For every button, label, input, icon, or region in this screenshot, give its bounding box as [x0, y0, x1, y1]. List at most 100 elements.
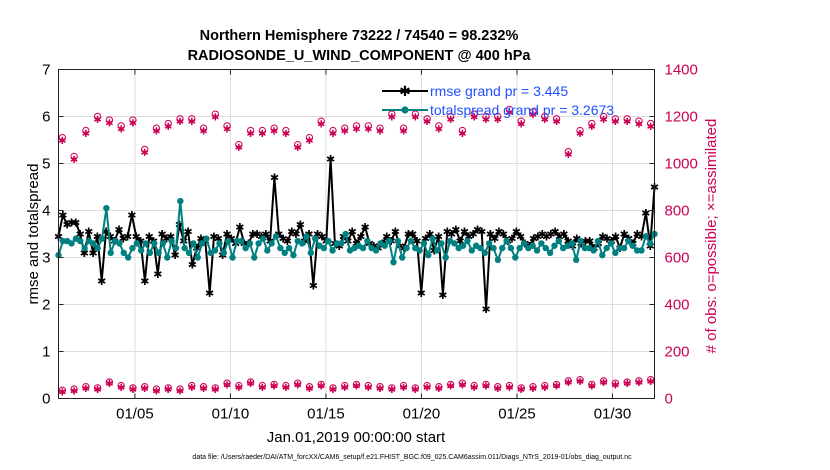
- totalspread-point: [172, 244, 180, 252]
- totalspread-point: [164, 254, 171, 261]
- data-file-footer: data file: /Users/raeder/DAI/ATM_forcXX/…: [192, 454, 632, 461]
- obs-assimilated-marker: ✱: [105, 118, 113, 129]
- rmse-point: ✱: [97, 275, 106, 288]
- obs-possible-marker: [552, 380, 561, 389]
- obs-possible-marker: [399, 381, 408, 390]
- rmse-point: ✱: [559, 228, 568, 241]
- obs-possible-marker: [117, 381, 125, 390]
- totalspread-point: [151, 240, 158, 247]
- obs-possible-marker: [423, 381, 431, 390]
- obs-assimilated-marker: ✱: [635, 120, 643, 131]
- obs-possible-marker: [599, 377, 608, 385]
- obs-assimilated-marker: ✱: [188, 117, 196, 128]
- y-tick-label-right: 0: [665, 391, 673, 408]
- rmse-point: ✱: [80, 247, 89, 260]
- obs-assimilated-marker: ✱: [446, 115, 454, 126]
- rmse-point: ✱: [313, 228, 322, 241]
- totalspread-point: [638, 247, 645, 254]
- totalspread-point: [620, 244, 628, 252]
- obs-possible-marker: [58, 386, 67, 394]
- obs-possible-marker: [199, 124, 208, 132]
- obs-assimilated-marker: ✱: [517, 385, 525, 396]
- chart-title-line2: RADIOSONDE_U_WIND_COMPONENT @ 400 hPa: [188, 48, 532, 64]
- rmse-point: ✱: [196, 233, 205, 246]
- obs-possible-marker: [140, 383, 149, 391]
- obs-possible-marker: [646, 376, 655, 384]
- totalspread-point: [329, 247, 336, 254]
- obs-possible-marker: [376, 124, 384, 132]
- y-tick-label-left: 3: [42, 250, 50, 267]
- totalspread-point: [98, 235, 106, 242]
- rmse-point: ✱: [317, 230, 326, 243]
- x-tick-label: 01/20: [403, 406, 441, 423]
- y-tick-label-left: 7: [42, 62, 50, 79]
- rmse-point: ✱: [209, 230, 218, 243]
- obs-possible-marker: [235, 381, 243, 390]
- obs-assimilated-marker: ✱: [364, 383, 372, 394]
- totalspread-point: [137, 247, 145, 254]
- totalspread-point: [551, 242, 558, 249]
- obs-assimilated-marker: ✱: [411, 385, 419, 396]
- x-tick-label: 01/05: [116, 406, 154, 423]
- rmse-point: ✱: [270, 172, 279, 185]
- obs-assimilated-marker: ✱: [611, 380, 619, 391]
- obs-assimilated-marker: ✱: [623, 117, 631, 128]
- obs-assimilated-marker: ✱: [423, 383, 431, 394]
- rmse-point: ✱: [477, 226, 486, 239]
- rmse-point: ✱: [162, 233, 171, 246]
- obs-possible-marker: [93, 384, 102, 392]
- rmse-point: ✱: [278, 233, 287, 246]
- totalspread-point: [311, 235, 319, 242]
- obs-assimilated-marker: ✱: [152, 386, 160, 397]
- y-axis-label-right: # of obs: o=possible; ×=assimilated: [703, 119, 720, 354]
- totalspread-point: [390, 259, 397, 266]
- totalspread-point: [194, 254, 201, 261]
- totalspread-point: [142, 240, 149, 247]
- obs-possible-marker: [576, 376, 584, 384]
- plot-area: [58, 69, 655, 399]
- totalspread-point: [442, 254, 449, 261]
- obs-assimilated-marker: ✱: [352, 382, 360, 393]
- obs-assimilated-marker: ✱: [211, 385, 219, 396]
- rmse-point: ✱: [598, 230, 607, 243]
- obs-possible-marker: [635, 377, 643, 385]
- totalspread-point: [146, 249, 154, 256]
- obs-assimilated-marker: ✱: [176, 117, 184, 128]
- totalspread-point: [198, 240, 206, 247]
- totalspread-point: [512, 254, 519, 261]
- rmse-point: ✱: [516, 230, 525, 243]
- rmse-point: ✱: [408, 228, 417, 241]
- obs-assimilated-marker: ✱: [329, 385, 337, 396]
- rmse-point: ✱: [153, 268, 162, 281]
- rmse-point: ✱: [227, 233, 236, 246]
- rmse-point: ✱: [205, 287, 214, 300]
- obs-possible-marker: [140, 145, 149, 154]
- obs-assimilated-marker: ✱: [82, 384, 90, 395]
- totalspread-point: [416, 247, 423, 254]
- obs-assimilated-marker: ✱: [564, 378, 572, 389]
- obs-possible-marker: [305, 383, 314, 391]
- totalspread-point: [264, 247, 271, 254]
- chart-title-line1: Northern Hemisphere 73222 / 74540 = 98.2…: [200, 28, 519, 44]
- rmse-point: ✱: [460, 226, 469, 239]
- obs-possible-marker: [458, 126, 467, 135]
- obs-assimilated-marker: ✱: [576, 129, 584, 140]
- obs-possible-marker: [646, 119, 655, 128]
- totalspread-point: [516, 244, 523, 252]
- y-tick-label-left: 6: [42, 109, 50, 126]
- rmse-point: ✱: [538, 228, 547, 241]
- obs-assimilated-marker: ✱: [635, 378, 643, 389]
- totalspread-point: [159, 240, 167, 247]
- rmse-point: ✱: [192, 242, 201, 255]
- totalspread-point: [607, 240, 615, 247]
- totalspread-point: [338, 240, 345, 247]
- totalspread-point: [481, 249, 489, 256]
- x-tick-label: 01/30: [594, 406, 632, 423]
- rmse-point: ✱: [356, 230, 365, 243]
- rmse-point: ✱: [335, 240, 344, 253]
- obs-possible-marker: [164, 119, 172, 128]
- rmse-point: ✱: [170, 249, 179, 262]
- y-axis-label-left: rmse and totalspread: [25, 164, 42, 305]
- obs-assimilated-marker: ✱: [140, 384, 148, 395]
- totalspread-point: [155, 249, 162, 256]
